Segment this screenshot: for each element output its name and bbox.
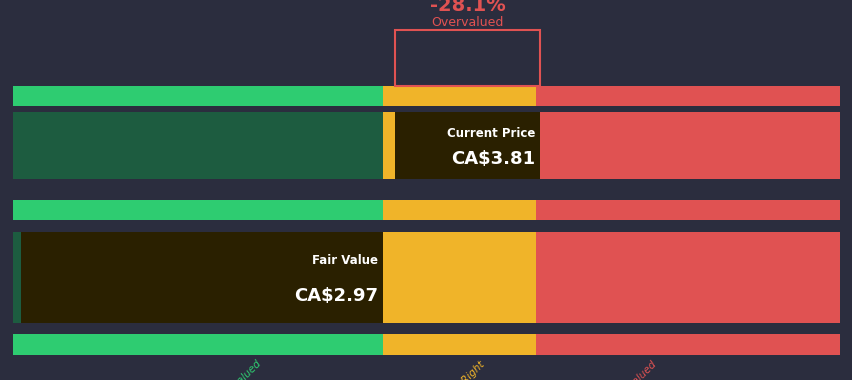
Bar: [535, 200, 839, 220]
Bar: [13, 112, 383, 179]
Bar: [394, 112, 539, 179]
Bar: [535, 112, 839, 179]
Bar: [13, 232, 383, 323]
Text: Fair Value: Fair Value: [312, 255, 378, 268]
Text: -28.1%: -28.1%: [429, 0, 504, 15]
Bar: [383, 232, 535, 323]
Text: CA$2.97: CA$2.97: [294, 287, 378, 305]
Text: Current Price: Current Price: [446, 127, 535, 140]
Bar: [535, 86, 839, 106]
Bar: [383, 112, 535, 179]
Bar: [21, 232, 383, 323]
Text: CA$3.81: CA$3.81: [451, 150, 535, 168]
Bar: [13, 86, 383, 106]
Bar: [535, 334, 839, 355]
Bar: [394, 30, 539, 86]
Bar: [383, 200, 535, 220]
Text: Overvalued: Overvalued: [431, 16, 503, 28]
Bar: [383, 86, 535, 106]
Text: About Right: About Right: [435, 359, 486, 380]
Bar: [13, 200, 383, 220]
Text: 20% Undervalued: 20% Undervalued: [190, 359, 262, 380]
Bar: [535, 232, 839, 323]
Bar: [13, 334, 383, 355]
Text: 20% Overvalued: 20% Overvalued: [590, 359, 658, 380]
Bar: [383, 334, 535, 355]
